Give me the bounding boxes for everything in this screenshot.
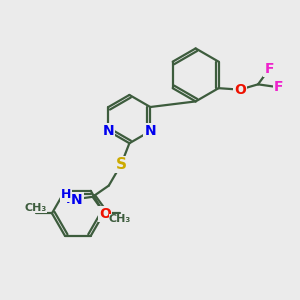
- Text: N: N: [71, 193, 82, 207]
- Text: H: H: [66, 193, 76, 206]
- Text: CH₃: CH₃: [25, 203, 47, 213]
- Text: CH₃: CH₃: [109, 214, 131, 224]
- Text: F: F: [274, 80, 284, 94]
- Text: H: H: [61, 188, 71, 201]
- Text: N: N: [103, 124, 114, 138]
- Text: O: O: [234, 82, 246, 97]
- Text: F: F: [265, 62, 274, 76]
- Text: S: S: [116, 157, 127, 172]
- Text: O: O: [99, 207, 111, 221]
- Text: N: N: [145, 124, 156, 138]
